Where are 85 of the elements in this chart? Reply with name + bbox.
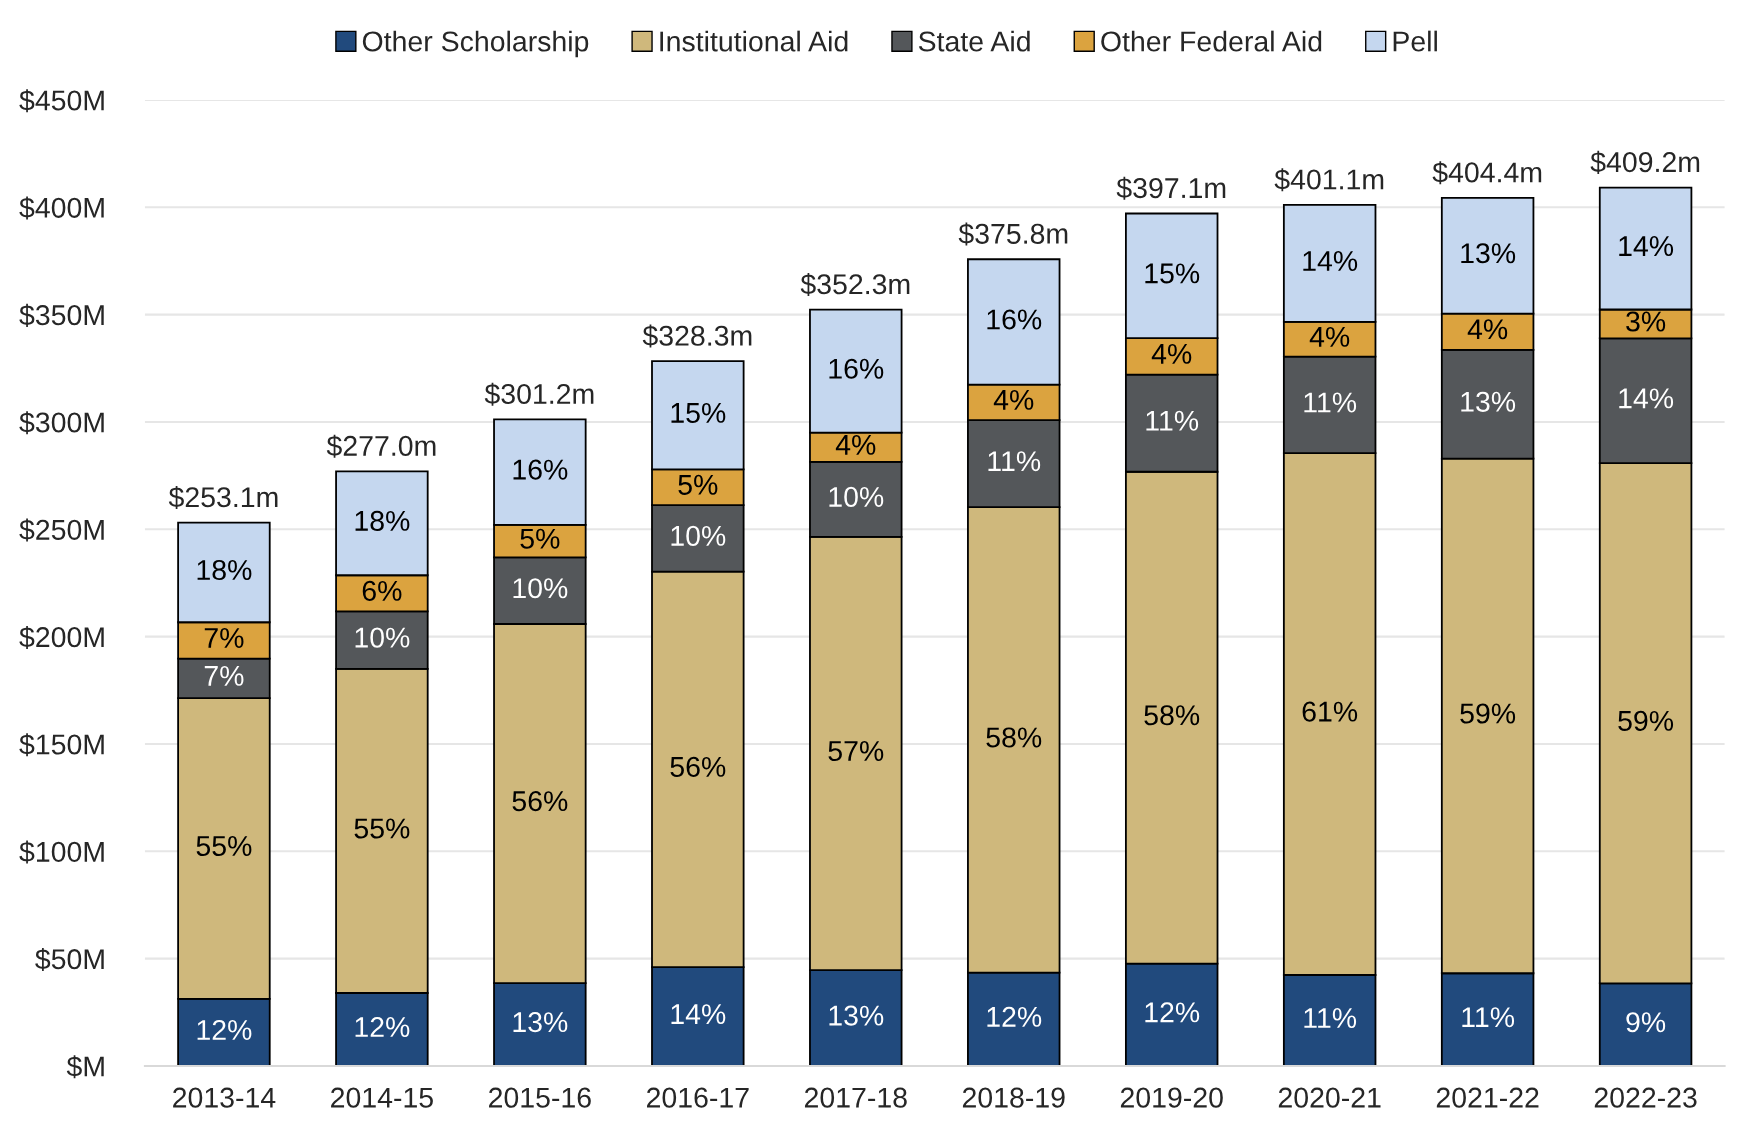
legend-label: State Aid: [918, 30, 1030, 52]
total-label: $409.2m: [1590, 150, 1700, 174]
total-label: $404.4m: [1432, 161, 1542, 185]
y-tick-label: $350M: [19, 303, 104, 327]
x-tick-label: 2021-22: [1436, 1087, 1539, 1108]
annotation: 16%: [987, 309, 1042, 330]
annotation: 11%: [1146, 410, 1199, 431]
annotation: 11%: [988, 451, 1041, 472]
y-tick-label: $200M: [19, 625, 104, 649]
y-tick-label: $150M: [19, 733, 104, 757]
annotation: 7%: [204, 628, 244, 648]
annotation: 58%: [1144, 705, 1200, 726]
x-tick-label: 2016-17: [647, 1087, 749, 1108]
x-tick-label: 2015-16: [489, 1087, 591, 1108]
legend-label: Institutional Aid: [660, 30, 848, 52]
annotation: 4%: [993, 389, 1034, 410]
annotation: 10%: [671, 525, 726, 546]
total-label: $328.3m: [642, 324, 752, 348]
annotation: 61%: [1302, 701, 1358, 722]
annotation: 11%: [1304, 392, 1357, 413]
annotation: 18%: [355, 510, 410, 531]
y-tick-label: $300M: [19, 411, 104, 435]
y-tick-label: $250M: [19, 518, 104, 542]
annotation: 11%: [1304, 1008, 1357, 1029]
annotation: 12%: [1145, 1002, 1200, 1023]
total-label: $401.1m: [1274, 168, 1384, 192]
annotation: 55%: [354, 818, 410, 839]
total-label: $352.3m: [800, 272, 910, 297]
annotation: 10%: [355, 627, 410, 648]
x-tick-label: 2013-14: [173, 1087, 276, 1108]
annotation: 10%: [829, 486, 884, 508]
total-label: $397.1m: [1116, 176, 1226, 200]
annotation: 13%: [513, 1012, 568, 1033]
total-label: $253.1m: [168, 485, 278, 509]
x-tick-label: 2018-19: [962, 1087, 1065, 1108]
annotation: 4%: [1151, 343, 1192, 364]
legend-label: Pell: [1393, 30, 1437, 52]
annotation: 15%: [1145, 263, 1200, 284]
y-tick-label: $400M: [19, 196, 104, 220]
annotation: 59%: [1460, 703, 1516, 724]
y-tick-label: $50M: [35, 947, 104, 971]
x-tick-label: 2020-21: [1278, 1087, 1381, 1108]
annotation: 12%: [987, 1006, 1042, 1027]
annotation: 13%: [1461, 391, 1516, 412]
annotation: 10%: [513, 578, 568, 599]
annotation: 12%: [355, 1016, 410, 1038]
legend-label: Other Scholarship: [362, 30, 589, 58]
total-label: $301.2m: [484, 382, 594, 406]
annotation: 5%: [520, 528, 560, 549]
legend-label: Other Federal Aid: [1101, 30, 1322, 52]
annotation: 16%: [829, 358, 884, 379]
annotation: 4%: [835, 434, 876, 455]
annotation: 16%: [513, 459, 568, 480]
annotation: 9%: [1626, 1012, 1666, 1033]
annotation: 14%: [1303, 251, 1358, 271]
annotation: 4%: [1467, 319, 1508, 340]
x-tick-label: 2014-15: [331, 1087, 433, 1108]
total-label: $375.8m: [958, 222, 1068, 246]
annotation: 7%: [204, 665, 244, 686]
annotation: 14%: [1619, 236, 1674, 257]
annotation: 11%: [1462, 1007, 1515, 1028]
annotation: 5%: [678, 474, 718, 495]
annotation: 56%: [512, 791, 568, 812]
annotation: 15%: [671, 402, 726, 423]
y-tick-label: $M: [66, 1055, 104, 1079]
x-tick-label: 2017-18: [804, 1087, 907, 1108]
annotation: 14%: [671, 1004, 726, 1025]
annotation: 56%: [670, 756, 726, 777]
annotation: 57%: [828, 741, 884, 762]
annotation: 12%: [197, 1019, 252, 1040]
x-tick-label: 2022-23: [1594, 1087, 1697, 1108]
annotation: 18%: [197, 559, 252, 581]
y-tick-label: $100M: [19, 840, 104, 864]
annotation: 55%: [196, 836, 252, 857]
annotation: 59%: [1618, 710, 1674, 731]
total-label: $277.0m: [326, 434, 436, 458]
y-tick-label: $450M: [19, 89, 104, 113]
annotation: 14%: [1619, 388, 1674, 409]
annotation: 3%: [1626, 311, 1666, 332]
annotation: 6%: [362, 580, 402, 601]
annotation: 58%: [986, 727, 1042, 748]
annotation: 13%: [1461, 243, 1516, 264]
annotation: 4%: [1309, 326, 1350, 347]
x-tick-label: 2019-20: [1120, 1087, 1223, 1108]
annotation: 13%: [829, 1005, 884, 1026]
